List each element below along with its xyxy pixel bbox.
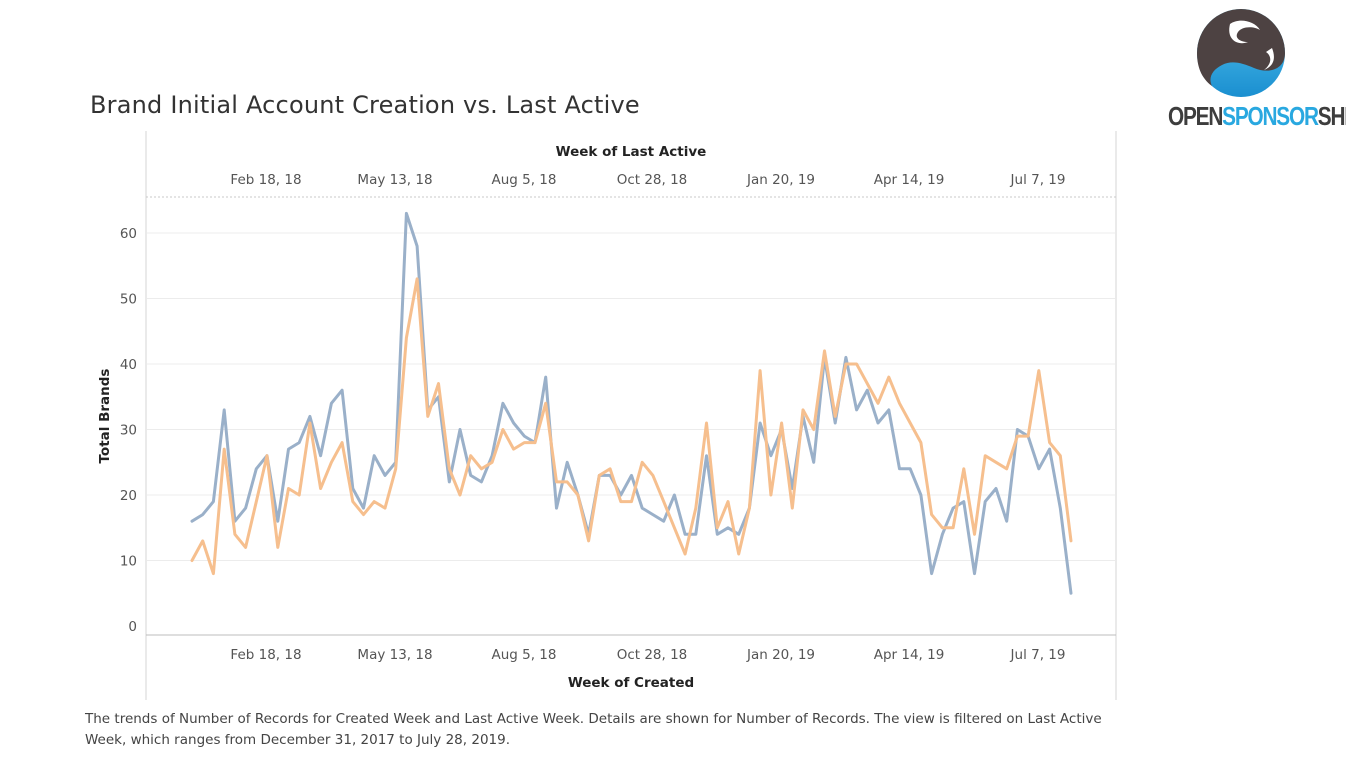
logo-mark-icon	[1197, 9, 1285, 97]
top-axis-title: Week of Last Active	[556, 144, 707, 160]
logo-text-ship: SHIP	[1317, 101, 1346, 131]
bottom-x-tick-label: May 13, 18	[357, 647, 432, 663]
top-x-tick-label: May 13, 18	[357, 172, 432, 188]
series-line-2	[190, 277, 1073, 576]
y-tick-label: 60	[120, 226, 137, 242]
bottom-x-tick-label: Oct 28, 18	[617, 647, 688, 663]
bottom-x-tick-label: Apr 14, 19	[874, 647, 945, 663]
logo-wordmark: OPENSPONSORSHIP	[1168, 101, 1346, 132]
opensponsorship-logo: OPENSPONSORSHIP	[1168, 8, 1346, 134]
y-tick-label: 30	[120, 423, 137, 439]
top-x-tick-labels: Feb 18, 18 May 13, 18 Aug 5, 18 Oct 28, 18 J…	[230, 172, 1065, 188]
bottom-x-tick-label: Jul 7, 19	[1010, 647, 1066, 663]
top-x-tick-label: Jan 20, 19	[746, 172, 815, 188]
bottom-x-tick-label: Aug 5, 18	[491, 647, 556, 663]
bottom-x-tick-label: Jan 20, 19	[746, 647, 815, 663]
chart-caption: The trends of Number of Records for Crea…	[85, 711, 1102, 748]
y-tick-label: 50	[120, 292, 137, 308]
top-x-tick-label: Jul 7, 19	[1010, 172, 1066, 188]
y-tick-label: 10	[120, 554, 137, 570]
y-axis-title: Total Brands	[97, 369, 113, 464]
top-x-tick-label: Feb 18, 18	[230, 172, 301, 188]
chart-title: Brand Initial Account Creation vs. Last …	[90, 91, 640, 119]
bottom-x-tick-labels: Feb 18, 18 May 13, 18 Aug 5, 18 Oct 28, 18 J…	[230, 647, 1065, 663]
y-tick-label: 40	[120, 357, 137, 373]
y-tick-label: 20	[120, 488, 137, 504]
y-tick-label: 0	[128, 619, 137, 635]
logo-text-sponsor: SPONSOR	[1222, 101, 1319, 131]
bottom-x-tick-label: Feb 18, 18	[230, 647, 301, 663]
series-line-1	[190, 211, 1073, 595]
x-axis-title: Week of Created	[568, 675, 694, 691]
series-lines	[190, 211, 1073, 595]
top-x-tick-label: Oct 28, 18	[617, 172, 688, 188]
y-tick-labels: 0 10 20 30 40 50 60	[120, 226, 137, 635]
top-x-tick-label: Aug 5, 18	[491, 172, 556, 188]
top-x-tick-label: Apr 14, 19	[874, 172, 945, 188]
logo-text-open: OPEN	[1168, 101, 1223, 131]
